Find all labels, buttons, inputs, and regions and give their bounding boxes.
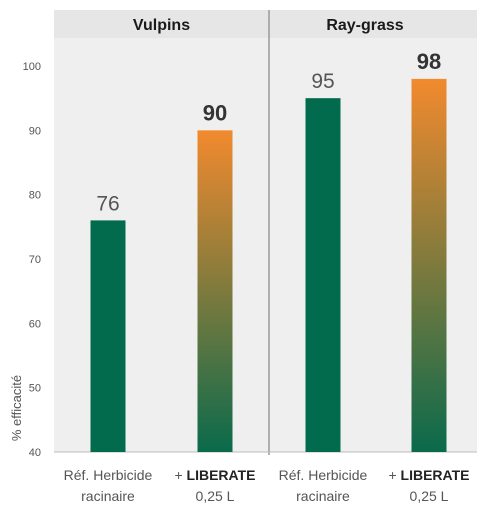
category-label: + LIBERATE — [388, 467, 469, 483]
y-tick-label: 40 — [29, 447, 41, 459]
category-label-line2: 0,25 L — [196, 488, 235, 504]
data-label: 95 — [311, 70, 334, 93]
y-tick-label: 90 — [29, 125, 41, 137]
category-label-line2: racinaire — [296, 488, 350, 504]
group-title: Ray-grass — [326, 17, 403, 34]
category-label-brand: LIBERATE — [401, 467, 470, 483]
category-label-prefix: + — [174, 467, 186, 483]
bar-liberate — [411, 78, 447, 452]
category-label: Réf. Herbicide — [279, 467, 368, 483]
category-label-line2: racinaire — [81, 488, 135, 504]
group-header-background — [54, 10, 477, 38]
group-title: Vulpins — [133, 17, 190, 34]
y-tick-label: 60 — [29, 318, 41, 330]
y-tick-label: 100 — [23, 61, 41, 73]
data-label: 90 — [203, 100, 227, 125]
data-label: 98 — [417, 49, 441, 74]
bar-reference — [305, 98, 341, 453]
bar-reference — [90, 220, 126, 452]
category-label-line2: 0,25 L — [410, 488, 449, 504]
y-tick-label: 70 — [29, 254, 41, 266]
bar-liberate — [197, 130, 233, 453]
category-label: + LIBERATE — [174, 467, 255, 483]
category-label: Réf. Herbicide — [64, 467, 153, 483]
category-label-brand: LIBERATE — [187, 467, 256, 483]
y-axis-label: % efficacité — [9, 375, 24, 441]
y-tick-label: 50 — [29, 383, 41, 395]
y-tick-label: 80 — [29, 190, 41, 202]
data-label: 76 — [96, 192, 119, 215]
category-label-prefix: + — [388, 467, 400, 483]
